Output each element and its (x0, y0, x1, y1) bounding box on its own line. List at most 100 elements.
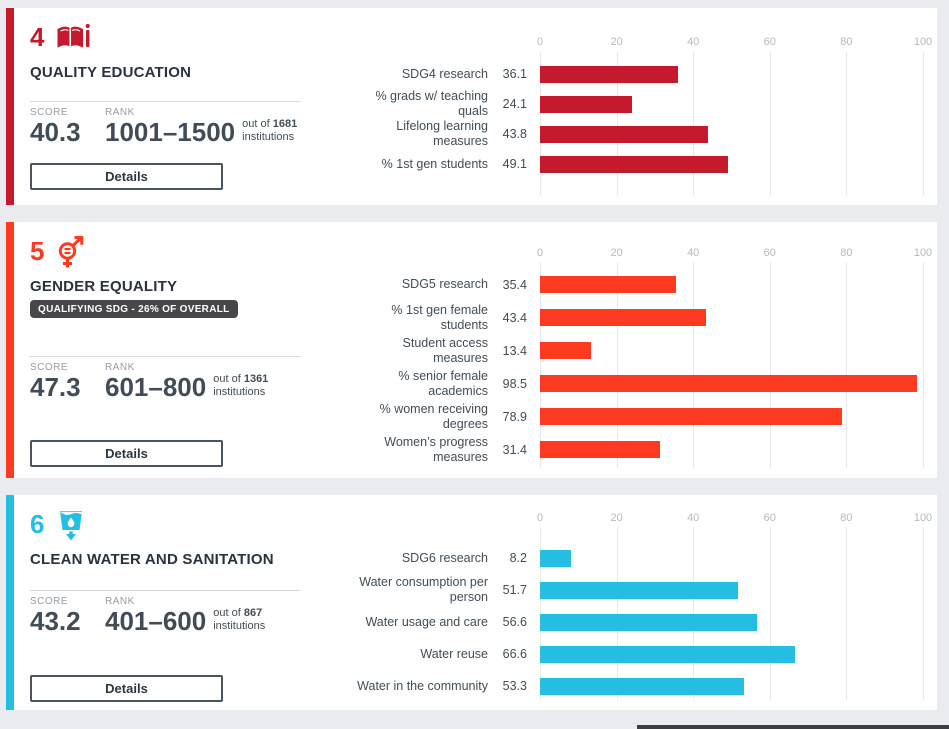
bar-track (540, 95, 923, 113)
category-label: Water reuse (420, 646, 488, 661)
value-label: 43.8 (502, 127, 527, 141)
chart-bar (540, 276, 676, 293)
sdg-number: 6 (30, 509, 45, 539)
category-label: SDG4 research (401, 66, 488, 81)
x-axis-tick: 80 (840, 247, 853, 259)
chart-row: % women receiving degrees 78.9 (338, 400, 937, 433)
x-axis-tick: 80 (840, 512, 853, 524)
gridline (923, 527, 924, 700)
bar-track (540, 276, 923, 293)
value-label: 53.3 (502, 679, 527, 693)
open-book-icon (55, 22, 91, 54)
gridline (923, 52, 924, 195)
x-axis-tick: 100 (913, 36, 933, 48)
chart-row: SDG6 research 8.2 (338, 542, 937, 574)
score-group: SCORE 47.3 (30, 362, 105, 401)
value-label: 49.1 (502, 157, 527, 171)
bar-track (540, 309, 923, 326)
details-button[interactable]: Details (30, 440, 223, 467)
qualifying-sdg-badge: QUALIFYING SDG - 26% OF OVERALL (30, 300, 238, 318)
x-axis-tick: 100 (913, 512, 933, 524)
bar-track (540, 549, 923, 567)
score-label: SCORE (30, 362, 69, 373)
category-label: Water in the community (357, 678, 488, 693)
category-label: Lifelong learning measures (396, 119, 488, 148)
chart-rows: SDG6 research 8.2 Water consumption per pe… (338, 495, 937, 702)
sdg4-chart: 0 20 40 60 80 100 SDG4 research 36.1 % grads w/… (338, 8, 937, 205)
value-label: 98.5 (502, 376, 527, 391)
value-label: 31.4 (502, 442, 527, 457)
gridline (846, 262, 848, 468)
score-rank-box: SCORE 43.2 RANK 401–600 out of 867 insti… (30, 590, 300, 635)
category-label: Water usage and care (365, 614, 488, 629)
category-label: % senior female academics (398, 368, 488, 398)
x-axis-tick: 80 (840, 36, 853, 48)
chart-bar (540, 645, 796, 663)
chart-bar (540, 441, 661, 458)
score-group: SCORE 43.2 (30, 596, 105, 635)
category-label: Women’s progress measures (384, 434, 488, 464)
chart-row: % grads w/ teaching quals 24.1 (338, 89, 937, 119)
chart-bar (540, 375, 918, 392)
chart-bar (540, 125, 708, 143)
bar-track (540, 408, 923, 425)
x-axis-tick-labels: 0 20 40 60 80 100 (536, 36, 932, 48)
chart-row: % 1st gen students 49.1 (338, 149, 937, 179)
score-value: 43.2 (30, 606, 81, 636)
gridline (769, 527, 771, 700)
sdg5-chart: 0 20 40 60 80 100 SDG5 research 35.4 % 1st gen … (338, 222, 937, 478)
category-label: Student access measures (402, 335, 488, 365)
bar-track (540, 342, 923, 359)
bar-track (540, 613, 923, 631)
horizontal-scrollbar-thumb[interactable] (637, 725, 949, 729)
bar-track (540, 65, 923, 83)
x-axis-tick: 60 (763, 36, 776, 48)
chart-row: Water in the community 53.3 (338, 670, 937, 702)
chart-row: % 1st gen female students 43.4 (338, 301, 937, 334)
details-button[interactable]: Details (30, 675, 223, 702)
sdg4-header: 4 (30, 22, 91, 58)
rank-group: RANK 401–600 out of 867 institutions (105, 596, 265, 635)
chart-row: SDG5 research 35.4 (338, 268, 937, 301)
value-label: 51.7 (502, 583, 527, 597)
sdg6-summary-panel: 6 CLEAN WATER AND SANITATION SCORE 43.2 … (14, 495, 338, 710)
sdg4-summary-panel: 4 QUALITY EDUCATION SCORE 40.3 R (14, 8, 338, 205)
gridline (540, 262, 541, 468)
out-of-text: out of 867 institutions (213, 607, 266, 632)
chart-row: SDG4 research 36.1 (338, 59, 937, 89)
chart-bar (540, 95, 633, 113)
bar-track (540, 155, 923, 173)
score-value: 47.3 (30, 372, 81, 402)
value-label: 56.6 (502, 615, 527, 629)
x-axis-tick: 0 (536, 36, 544, 48)
x-axis-tick: 20 (610, 247, 623, 259)
details-button[interactable]: Details (30, 163, 223, 190)
chart-bar (540, 677, 745, 695)
sdg6-chart: 0 20 40 60 80 100 SDG6 research 8.2 Water consu… (338, 495, 937, 710)
rank-group: RANK 601–800 out of 1361 institutions (105, 362, 268, 401)
chart-row: Water usage and care 56.6 (338, 606, 937, 638)
x-axis-tick: 40 (687, 512, 700, 524)
gridline (616, 52, 618, 195)
water-glass-drop-icon (55, 509, 87, 543)
chart-bar (540, 342, 592, 359)
gridline (540, 52, 541, 195)
category-label: % 1st gen female students (391, 302, 488, 332)
sdg-title: CLEAN WATER AND SANITATION (30, 551, 274, 568)
x-axis-tick: 100 (913, 247, 933, 259)
value-label: 78.9 (502, 409, 527, 424)
chart-row: Lifelong learning measures 43.8 (338, 119, 937, 149)
gridline (693, 52, 695, 195)
bar-track (540, 125, 923, 143)
chart-bar (540, 549, 572, 567)
chart-row: Student access measures 13.4 (338, 334, 937, 367)
category-label: SDG5 research (401, 277, 488, 291)
sdg5-header: 5 (30, 236, 85, 272)
gridline (923, 262, 924, 468)
x-axis-tick: 40 (687, 36, 700, 48)
gridline (693, 262, 695, 468)
value-label: 36.1 (502, 67, 527, 81)
score-label: SCORE (30, 596, 69, 607)
page: { "page": { "background_color": "#e9ebee… (0, 8, 949, 729)
sdg6-header: 6 (30, 509, 87, 545)
